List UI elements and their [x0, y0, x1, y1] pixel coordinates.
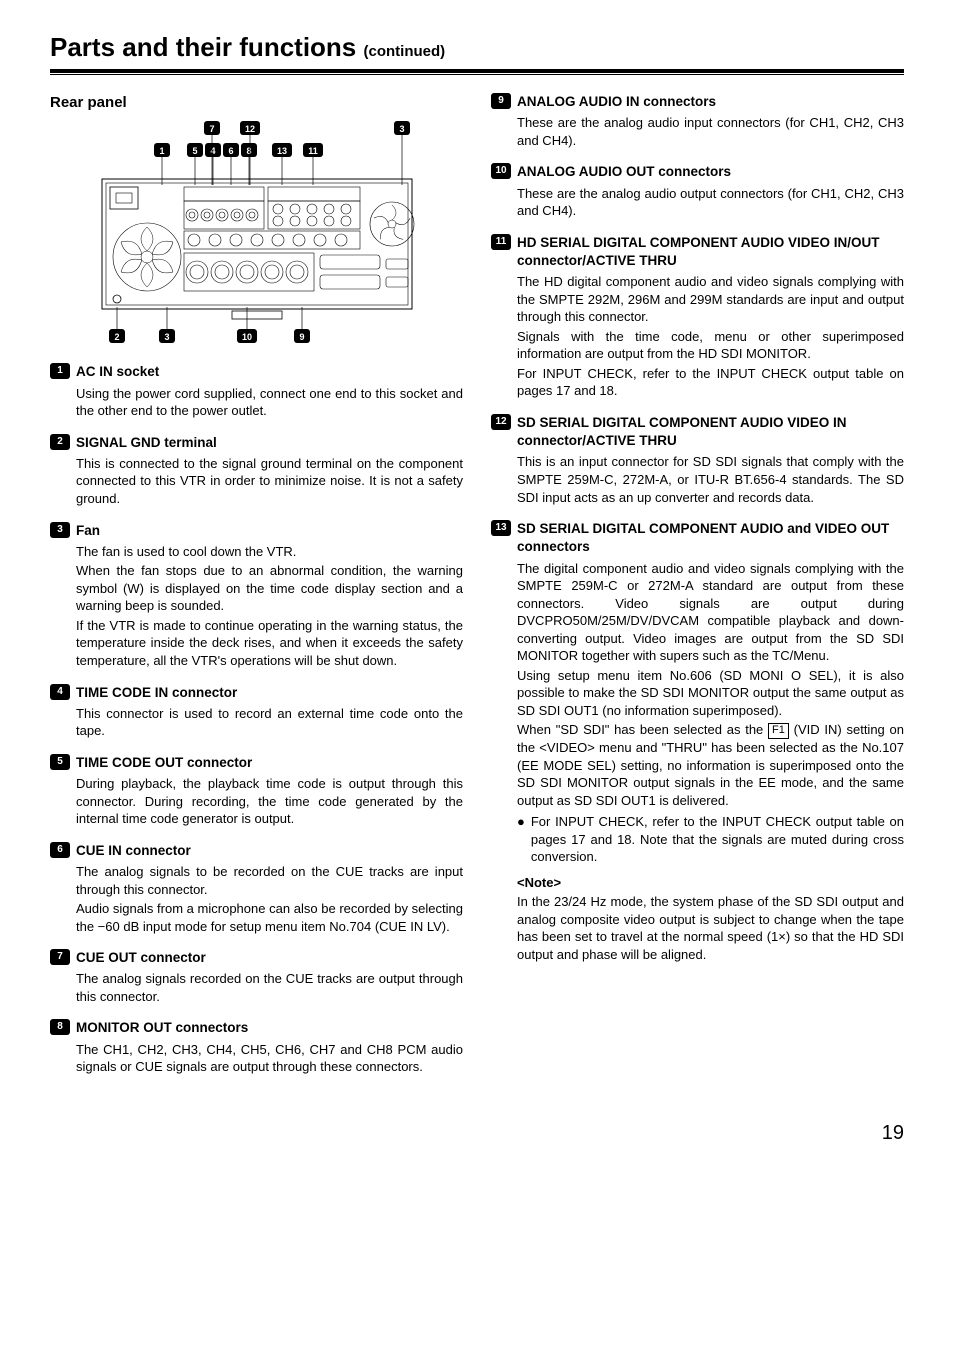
item-body: The analog signals recorded on the CUE t… — [76, 970, 463, 1005]
item-badge: 12 — [491, 414, 511, 430]
svg-text:7: 7 — [209, 124, 214, 134]
content-columns: Rear panel 7123 154681311 — [50, 93, 904, 1090]
note-text: In the 23/24 Hz mode, the system phase o… — [517, 893, 904, 963]
item-body: During playback, the playback time code … — [76, 775, 463, 828]
item-13: 13 SD SERIAL DIGITAL COMPONENT AUDIO and … — [491, 520, 904, 963]
item-badge: 6 — [50, 842, 70, 858]
svg-text:6: 6 — [228, 146, 233, 156]
item-10: 10 ANALOG AUDIO OUT connectors These are t… — [491, 163, 904, 219]
title-text: Parts and their functions — [50, 32, 356, 62]
item-7: 7 CUE OUT connector The analog signals rec… — [50, 949, 463, 1005]
item-title: AC IN socket — [76, 363, 463, 381]
item-title: CUE IN connector — [76, 842, 463, 860]
svg-text:1: 1 — [159, 146, 164, 156]
svg-text:10: 10 — [241, 332, 251, 342]
item-body: These are the analog audio input connect… — [517, 114, 904, 149]
item-body: The CH1, CH2, CH3, CH4, CH5, CH6, CH7 an… — [76, 1041, 463, 1076]
bullet-text: For INPUT CHECK, refer to the INPUT CHEC… — [531, 813, 904, 866]
left-column: Rear panel 7123 154681311 — [50, 93, 463, 1090]
item-9: 9 ANALOG AUDIO IN connectors These are the… — [491, 93, 904, 149]
right-column: 9 ANALOG AUDIO IN connectors These are the… — [491, 93, 904, 1090]
svg-text:4: 4 — [210, 146, 215, 156]
item-title: CUE OUT connector — [76, 949, 463, 967]
item-title: SD SERIAL DIGITAL COMPONENT AUDIO VIDEO … — [517, 414, 904, 450]
title-continued: (continued) — [364, 43, 446, 60]
item-title: ANALOG AUDIO OUT connectors — [517, 163, 904, 181]
bullet-icon: ● — [517, 813, 525, 866]
item-badge: 10 — [491, 163, 511, 179]
svg-text:8: 8 — [246, 146, 251, 156]
item-title: ANALOG AUDIO IN connectors — [517, 93, 904, 111]
item-title: TIME CODE IN connector — [76, 684, 463, 702]
svg-text:11: 11 — [308, 146, 318, 156]
item-badge: 4 — [50, 684, 70, 700]
item-1: 1 AC IN socket Using the power cord suppli… — [50, 363, 463, 419]
item-title: Fan — [76, 522, 463, 540]
item-title: HD SERIAL DIGITAL COMPONENT AUDIO VIDEO … — [517, 234, 904, 270]
page-number: 19 — [50, 1120, 904, 1147]
rear-panel-diagram: 7 12 3 1 5 4 6 8 13 11 — [50, 119, 463, 349]
svg-text:3: 3 — [164, 332, 169, 342]
item-badge: 1 — [50, 363, 70, 379]
item-2: 2 SIGNAL GND terminal This is connected to… — [50, 434, 463, 508]
item-11: 11 HD SERIAL DIGITAL COMPONENT AUDIO VIDE… — [491, 234, 904, 400]
title-rule — [50, 69, 904, 75]
item-body: This connector is used to record an exte… — [76, 705, 463, 740]
item-badge: 7 — [50, 949, 70, 965]
item-body: The digital component audio and video si… — [517, 560, 904, 964]
item-title: MONITOR OUT connectors — [76, 1019, 463, 1037]
item-badge: 11 — [491, 234, 511, 250]
item-body: This is an input connector for SD SDI si… — [517, 453, 904, 506]
item-body: These are the analog audio output connec… — [517, 185, 904, 220]
item-body: The HD digital component audio and video… — [517, 273, 904, 400]
item-badge: 3 — [50, 522, 70, 538]
note-label: <Note> — [517, 874, 904, 892]
svg-text:5: 5 — [192, 146, 197, 156]
svg-text:9: 9 — [299, 332, 304, 342]
item-badge: 8 — [50, 1019, 70, 1035]
item-badge: 9 — [491, 93, 511, 109]
item-body: The analog signals to be recorded on the… — [76, 863, 463, 935]
item-badge: 13 — [491, 520, 511, 536]
item-title: SIGNAL GND terminal — [76, 434, 463, 452]
item-6: 6 CUE IN connector The analog signals to b… — [50, 842, 463, 935]
item-3: 3 Fan The fan is used to cool down the VTR… — [50, 522, 463, 670]
diagram-svg: 7 12 3 1 5 4 6 8 13 11 — [92, 119, 422, 349]
item-title: TIME CODE OUT connector — [76, 754, 463, 772]
item-title: SD SERIAL DIGITAL COMPONENT AUDIO and VI… — [517, 520, 904, 556]
svg-text:2: 2 — [114, 332, 119, 342]
item-body: The fan is used to cool down the VTR.Whe… — [76, 543, 463, 670]
item-5: 5 TIME CODE OUT connector During playback,… — [50, 754, 463, 828]
f1-box: F1 — [768, 723, 789, 738]
page-title: Parts and their functions (continued) — [50, 30, 904, 65]
svg-text:3: 3 — [399, 124, 404, 134]
item-4: 4 TIME CODE IN connector This connector is… — [50, 684, 463, 740]
item-8: 8 MONITOR OUT connectors The CH1, CH2, CH3… — [50, 1019, 463, 1075]
item-body: Using the power cord supplied, connect o… — [76, 385, 463, 420]
rear-panel-subtitle: Rear panel — [50, 93, 463, 113]
svg-text:13: 13 — [276, 146, 286, 156]
item-body: This is connected to the signal ground t… — [76, 455, 463, 508]
item-badge: 2 — [50, 434, 70, 450]
item-12: 12 SD SERIAL DIGITAL COMPONENT AUDIO VIDE… — [491, 414, 904, 506]
svg-text:12: 12 — [244, 124, 254, 134]
item-badge: 5 — [50, 754, 70, 770]
